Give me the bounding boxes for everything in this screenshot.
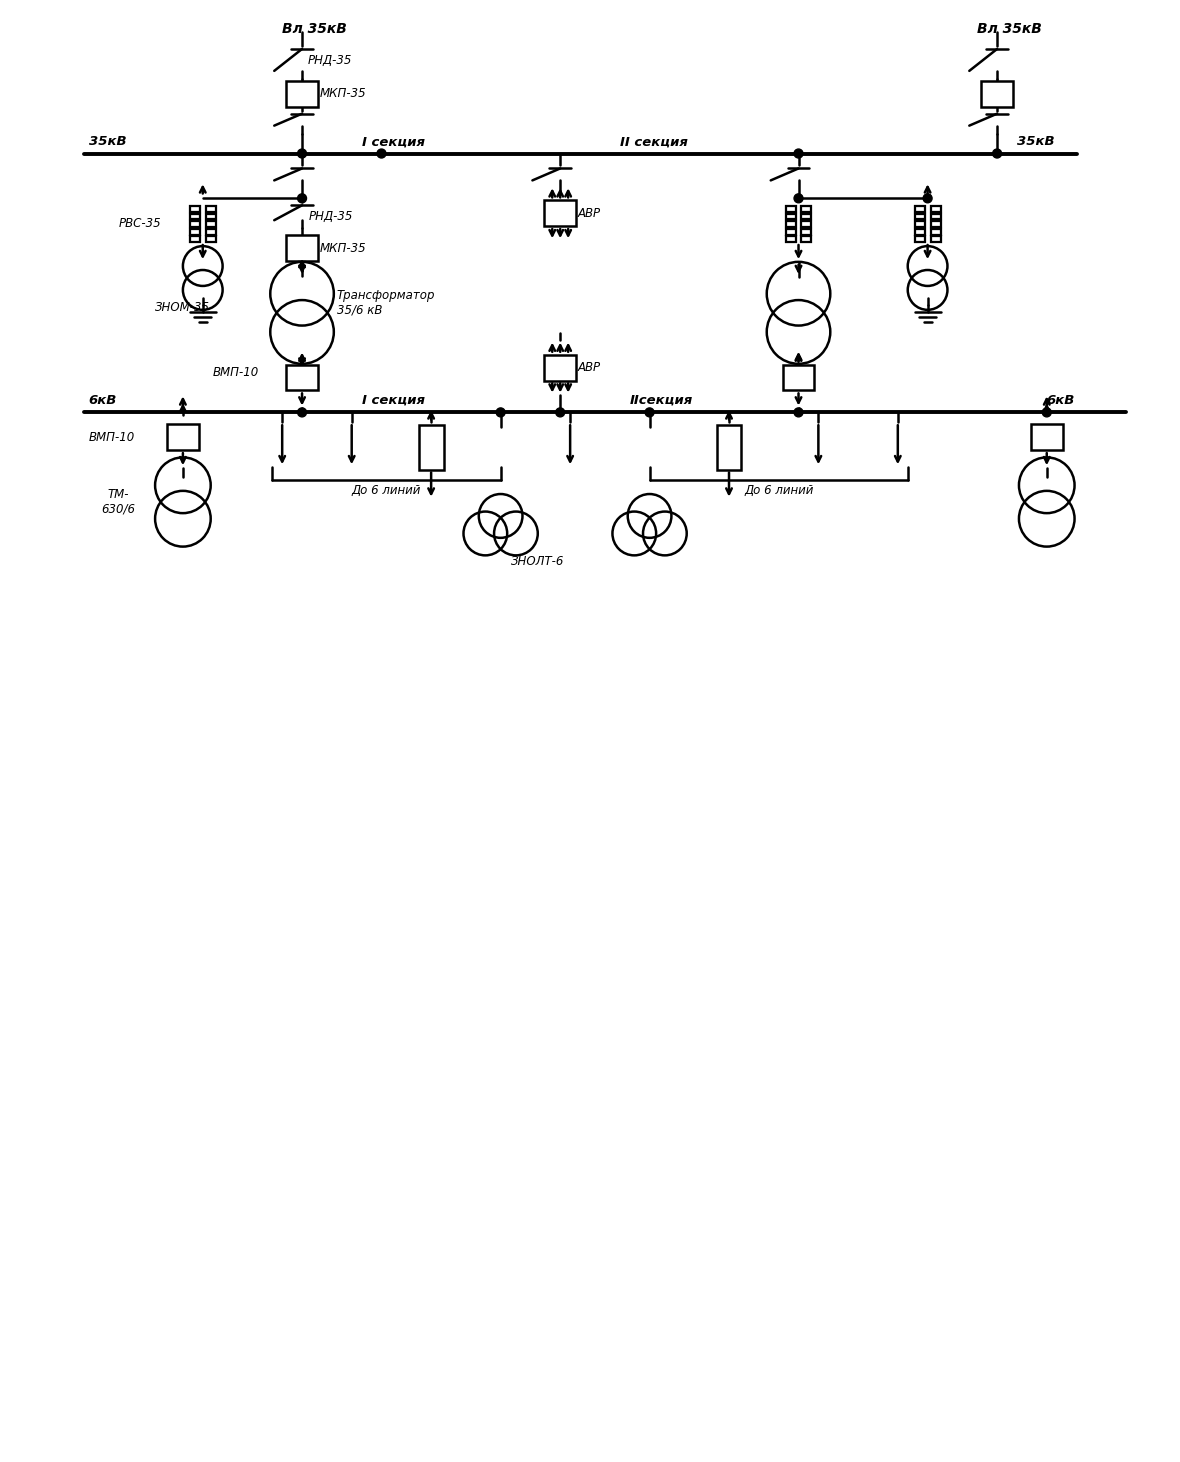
Circle shape	[794, 408, 802, 417]
Text: МКП-35: МКП-35	[320, 88, 367, 101]
Text: АВР: АВР	[578, 206, 601, 219]
Bar	[419, 425, 444, 469]
Text: II секция: II секция	[620, 135, 688, 148]
Circle shape	[556, 408, 565, 417]
Bar	[786, 237, 795, 243]
Text: Вл 35кВ: Вл 35кВ	[977, 22, 1042, 37]
Bar	[801, 213, 812, 219]
Bar	[786, 213, 795, 219]
Bar	[982, 80, 1012, 107]
Bar	[205, 221, 216, 227]
Text: IIсекция: IIсекция	[630, 393, 693, 406]
Text: РНД-35: РНД-35	[309, 211, 353, 224]
Circle shape	[794, 149, 802, 158]
Text: МКП-35: МКП-35	[320, 241, 367, 254]
Bar	[716, 425, 741, 469]
Bar	[801, 206, 812, 212]
Circle shape	[297, 149, 307, 158]
Bar	[931, 221, 940, 227]
Bar	[205, 206, 216, 212]
Text: ЗНОЛТ-6: ЗНОЛТ-6	[511, 556, 564, 569]
Text: До 6 линий: До 6 линий	[743, 484, 813, 497]
Bar	[287, 235, 317, 262]
Text: 6кВ: 6кВ	[1047, 393, 1075, 406]
Bar	[205, 213, 216, 219]
Circle shape	[794, 194, 802, 203]
Bar	[190, 221, 199, 227]
Bar	[931, 206, 940, 212]
Bar	[190, 206, 199, 212]
Text: Вл 35кВ: Вл 35кВ	[282, 22, 347, 37]
Bar	[931, 213, 940, 219]
Bar	[931, 237, 940, 243]
Text: РНД-35: РНД-35	[308, 54, 353, 67]
Bar	[205, 237, 216, 243]
Text: 6кВ: 6кВ	[88, 393, 117, 406]
Text: I секция: I секция	[361, 135, 425, 148]
Bar	[287, 364, 317, 390]
Text: РВС-35: РВС-35	[118, 216, 160, 230]
Bar	[786, 206, 795, 212]
Text: Трансформатор
35/6 кВ: Трансформатор 35/6 кВ	[336, 289, 435, 317]
Circle shape	[378, 149, 386, 158]
Bar	[544, 355, 576, 380]
Bar	[914, 213, 925, 219]
Text: 35кВ: 35кВ	[88, 135, 126, 148]
Circle shape	[1042, 408, 1051, 417]
Circle shape	[992, 149, 1002, 158]
Circle shape	[923, 194, 932, 203]
Bar	[168, 424, 198, 450]
Bar	[801, 237, 812, 243]
Bar	[914, 237, 925, 243]
Text: АВР: АВР	[578, 361, 601, 374]
Bar	[205, 230, 216, 234]
Text: I секция: I секция	[361, 393, 425, 406]
Text: 35кВ: 35кВ	[1017, 135, 1055, 148]
Bar	[931, 230, 940, 234]
Text: До 6 линий: До 6 линий	[352, 484, 421, 497]
Bar	[914, 221, 925, 227]
Bar	[190, 213, 199, 219]
Text: ТМ-
630/6: ТМ- 630/6	[101, 488, 136, 516]
Bar	[914, 206, 925, 212]
Text: ЗНОМ-35: ЗНОМ-35	[156, 301, 210, 314]
Bar	[786, 230, 795, 234]
Circle shape	[297, 194, 307, 203]
Text: ВМП-10: ВМП-10	[212, 366, 258, 379]
Bar	[782, 364, 814, 390]
Bar	[786, 221, 795, 227]
Bar	[801, 221, 812, 227]
Bar	[190, 230, 199, 234]
Bar	[1031, 424, 1063, 450]
Bar	[544, 200, 576, 227]
Circle shape	[645, 408, 654, 417]
Text: ВМП-10: ВМП-10	[88, 431, 135, 444]
Circle shape	[297, 408, 307, 417]
Bar	[287, 80, 317, 107]
Bar	[190, 237, 199, 243]
Bar	[914, 230, 925, 234]
Bar	[801, 230, 812, 234]
Circle shape	[496, 408, 505, 417]
